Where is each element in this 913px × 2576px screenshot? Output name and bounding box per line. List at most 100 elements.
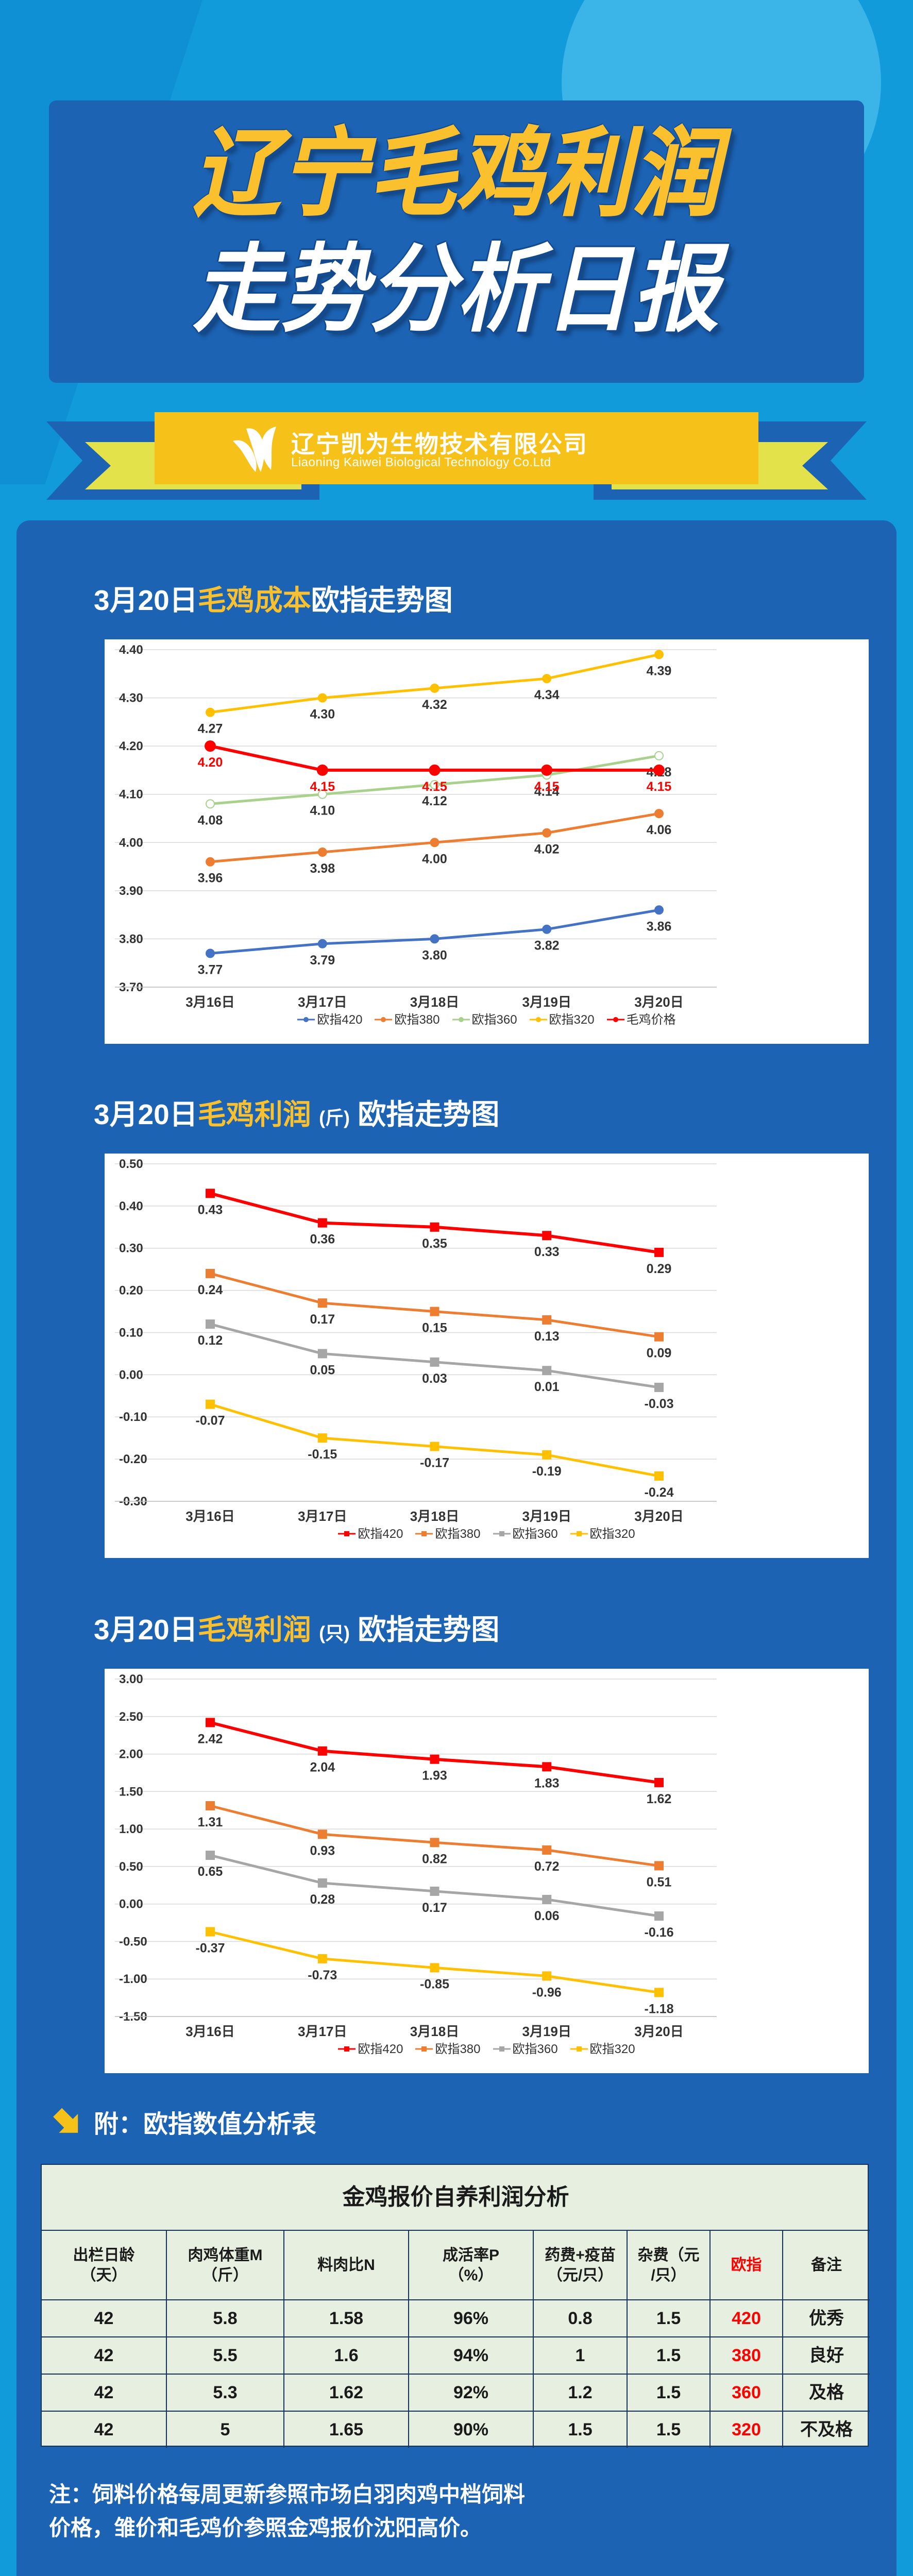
svg-text:3.80: 3.80 xyxy=(119,932,143,946)
svg-text:1.00: 1.00 xyxy=(119,1822,143,1836)
svg-text:4.34: 4.34 xyxy=(534,688,560,702)
svg-text:0.06: 0.06 xyxy=(534,1909,560,1923)
svg-text:4.27: 4.27 xyxy=(198,722,223,736)
svg-text:0.17: 0.17 xyxy=(310,1312,335,1327)
svg-text:0.82: 0.82 xyxy=(422,1852,447,1866)
svg-text:3月16日: 3月16日 xyxy=(185,2024,234,2039)
svg-text:3.98: 3.98 xyxy=(310,861,335,876)
svg-text:0.43: 0.43 xyxy=(198,1202,223,1217)
svg-text:-0.50: -0.50 xyxy=(119,1935,147,1948)
svg-text:-0.17: -0.17 xyxy=(420,1456,449,1470)
svg-text:0.40: 0.40 xyxy=(119,1199,143,1213)
svg-text:-0.16: -0.16 xyxy=(645,1925,674,1940)
svg-text:4.15: 4.15 xyxy=(647,779,672,794)
svg-text:2.50: 2.50 xyxy=(119,1710,143,1724)
svg-text:4.15: 4.15 xyxy=(534,779,560,794)
svg-text:3.82: 3.82 xyxy=(534,939,560,953)
svg-text:-0.10: -0.10 xyxy=(119,1410,147,1424)
svg-text:0.50: 0.50 xyxy=(119,1860,143,1874)
svg-text:0.09: 0.09 xyxy=(647,1346,672,1361)
svg-text:0.03: 0.03 xyxy=(422,1371,447,1386)
svg-text:3月20日: 3月20日 xyxy=(634,1509,683,1524)
svg-text:0.29: 0.29 xyxy=(647,1262,672,1276)
svg-text:4.32: 4.32 xyxy=(422,698,447,712)
svg-text:-0.96: -0.96 xyxy=(532,1985,562,1999)
svg-text:0.12: 0.12 xyxy=(198,1333,223,1348)
svg-text:4.12: 4.12 xyxy=(422,794,447,808)
svg-text:3月20日: 3月20日 xyxy=(634,994,683,1010)
svg-text:0.72: 0.72 xyxy=(534,1859,560,1874)
svg-text:4.20: 4.20 xyxy=(119,739,143,753)
svg-text:4.02: 4.02 xyxy=(534,842,560,857)
svg-text:3月18日: 3月18日 xyxy=(410,994,459,1010)
svg-text:4.39: 4.39 xyxy=(647,664,672,678)
svg-text:3.80: 3.80 xyxy=(422,948,447,962)
svg-text:0.10: 0.10 xyxy=(119,1326,143,1340)
svg-text:3月17日: 3月17日 xyxy=(298,2024,347,2039)
svg-text:1.83: 1.83 xyxy=(534,1776,560,1790)
svg-text:4.00: 4.00 xyxy=(119,836,143,850)
svg-text:3月18日: 3月18日 xyxy=(410,1509,459,1524)
svg-text:4.08: 4.08 xyxy=(198,813,223,827)
svg-text:-0.19: -0.19 xyxy=(532,1464,562,1479)
svg-text:0.01: 0.01 xyxy=(534,1380,560,1394)
svg-text:0.51: 0.51 xyxy=(647,1875,672,1889)
svg-text:0.30: 0.30 xyxy=(119,1242,143,1256)
svg-text:0.36: 0.36 xyxy=(310,1232,335,1247)
svg-text:4.30: 4.30 xyxy=(310,707,335,722)
svg-text:3.90: 3.90 xyxy=(119,884,143,898)
svg-text:3.79: 3.79 xyxy=(310,953,335,968)
svg-text:0.00: 0.00 xyxy=(119,1368,143,1382)
svg-text:-0.07: -0.07 xyxy=(196,1414,225,1428)
svg-text:0.35: 0.35 xyxy=(422,1236,447,1251)
svg-text:0.17: 0.17 xyxy=(422,1901,447,1915)
svg-text:3.96: 3.96 xyxy=(198,871,223,886)
svg-text:-0.20: -0.20 xyxy=(119,1452,147,1466)
svg-text:4.15: 4.15 xyxy=(310,779,335,794)
svg-text:4.06: 4.06 xyxy=(647,823,672,837)
svg-text:0.50: 0.50 xyxy=(119,1157,143,1171)
svg-text:3月17日: 3月17日 xyxy=(298,1509,347,1524)
svg-text:4.10: 4.10 xyxy=(310,804,335,818)
svg-text:2.42: 2.42 xyxy=(198,1732,223,1746)
svg-text:2.00: 2.00 xyxy=(119,1748,143,1761)
svg-text:4.10: 4.10 xyxy=(119,788,143,802)
svg-text:-0.85: -0.85 xyxy=(420,1977,449,1991)
svg-text:3月17日: 3月17日 xyxy=(298,994,347,1010)
svg-text:1.62: 1.62 xyxy=(647,1792,672,1806)
svg-text:4.40: 4.40 xyxy=(119,643,143,657)
svg-text:2.04: 2.04 xyxy=(310,1760,335,1775)
svg-text:3.00: 3.00 xyxy=(119,1672,143,1686)
svg-text:4.15: 4.15 xyxy=(422,779,447,794)
svg-text:0.13: 0.13 xyxy=(534,1329,560,1344)
svg-text:-0.37: -0.37 xyxy=(196,1941,225,1956)
svg-text:0.65: 0.65 xyxy=(198,1865,223,1879)
svg-text:4.20: 4.20 xyxy=(198,755,223,770)
svg-text:3月18日: 3月18日 xyxy=(410,2024,459,2039)
svg-text:1.31: 1.31 xyxy=(198,1815,223,1829)
svg-text:0.24: 0.24 xyxy=(198,1283,223,1297)
svg-text:3月16日: 3月16日 xyxy=(185,1509,234,1524)
svg-text:0.05: 0.05 xyxy=(310,1363,335,1377)
svg-text:-1.18: -1.18 xyxy=(645,2002,674,2016)
svg-text:-1.00: -1.00 xyxy=(119,1972,147,1986)
svg-text:-0.24: -0.24 xyxy=(645,1485,674,1500)
svg-text:0.93: 0.93 xyxy=(310,1843,335,1858)
svg-text:0.20: 0.20 xyxy=(119,1284,143,1298)
svg-text:0.15: 0.15 xyxy=(422,1321,447,1335)
svg-text:3月19日: 3月19日 xyxy=(522,1509,571,1524)
svg-text:4.30: 4.30 xyxy=(119,691,143,705)
svg-text:0.33: 0.33 xyxy=(534,1245,560,1259)
svg-text:3月20日: 3月20日 xyxy=(634,2024,683,2039)
svg-text:-0.73: -0.73 xyxy=(308,1968,337,1982)
svg-text:3.86: 3.86 xyxy=(647,919,672,934)
svg-text:-0.15: -0.15 xyxy=(308,1447,337,1462)
svg-text:1.50: 1.50 xyxy=(119,1785,143,1799)
svg-text:1.93: 1.93 xyxy=(422,1769,447,1783)
svg-text:-0.03: -0.03 xyxy=(645,1397,674,1411)
svg-text:3月16日: 3月16日 xyxy=(185,994,234,1010)
svg-text:0.28: 0.28 xyxy=(310,1892,335,1907)
svg-text:0.00: 0.00 xyxy=(119,1897,143,1911)
svg-text:3月19日: 3月19日 xyxy=(522,994,571,1010)
svg-text:4.00: 4.00 xyxy=(422,852,447,866)
